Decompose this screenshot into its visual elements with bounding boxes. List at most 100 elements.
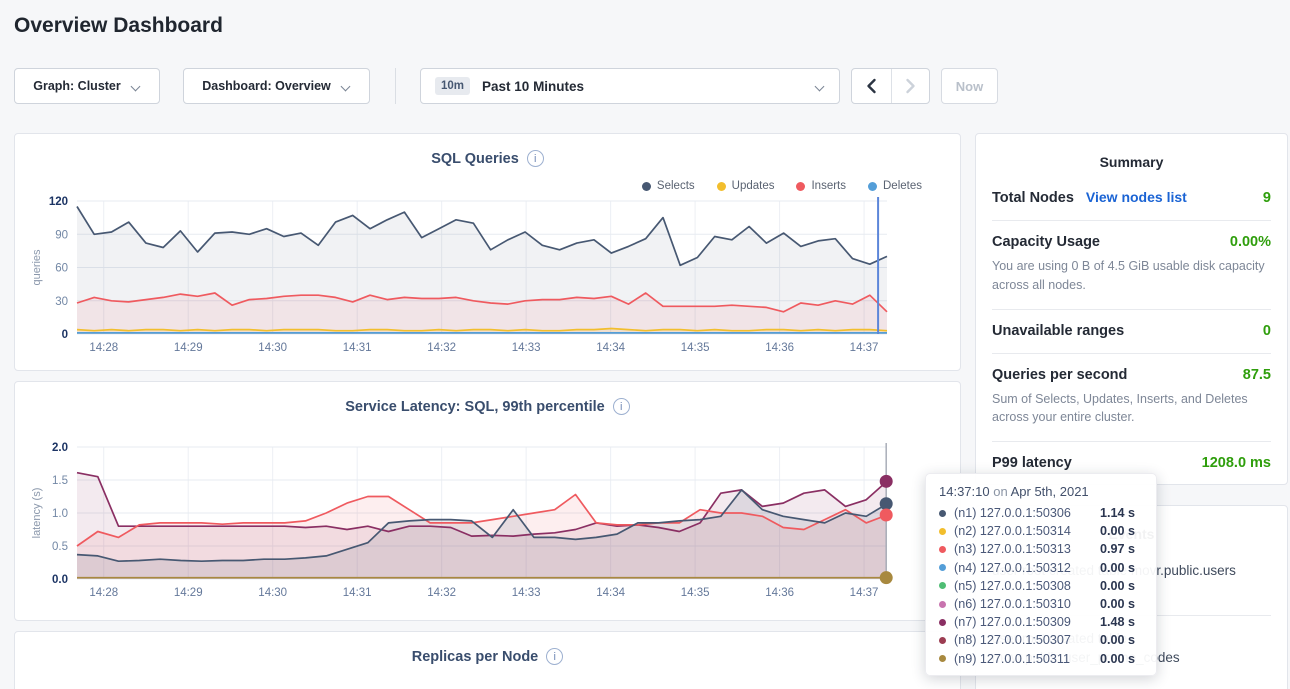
summary-row-qps: Queries per second 87.5 Sum of Selects, … — [992, 354, 1271, 443]
svg-text:30: 30 — [55, 296, 68, 308]
svg-text:1.5: 1.5 — [52, 475, 68, 487]
time-range-dropdown[interactable]: 10m Past 10 Minutes — [420, 68, 840, 104]
service-latency-title-row: Service Latency: SQL, 99th percentile i — [15, 382, 960, 415]
svg-text:0.5: 0.5 — [52, 541, 68, 553]
time-range-badge: 10m — [435, 77, 470, 95]
graph-select-label: Graph: Cluster — [33, 79, 121, 93]
node-dot-icon — [939, 528, 946, 535]
svg-text:14:34: 14:34 — [596, 587, 625, 599]
node-dot-icon — [939, 582, 946, 589]
time-nav-group — [851, 68, 930, 104]
tooltip-row: (n3) 127.0.0.1:503130.97 s — [939, 540, 1143, 558]
svg-text:queries: queries — [31, 249, 43, 286]
page-title: Overview Dashboard — [14, 14, 223, 38]
qps-desc: Sum of Selects, Updates, Inserts, and De… — [992, 390, 1271, 428]
tooltip-rows: (n1) 127.0.0.1:503061.14 s(n2) 127.0.0.1… — [939, 504, 1143, 668]
tooltip-row: (n7) 127.0.0.1:503091.48 s — [939, 613, 1143, 631]
chevron-left-icon — [866, 78, 877, 94]
p99-latency-label: P99 latency — [992, 455, 1072, 471]
now-button[interactable]: Now — [941, 68, 998, 104]
svg-text:1.0: 1.0 — [52, 508, 68, 520]
total-nodes-value: 9 — [1263, 190, 1271, 206]
view-nodes-list-link[interactable]: View nodes list — [1086, 189, 1187, 205]
tooltip-row: (n4) 127.0.0.1:503120.00 s — [939, 559, 1143, 577]
time-prev-button[interactable] — [852, 69, 891, 103]
svg-text:14:32: 14:32 — [427, 342, 456, 354]
unavailable-ranges-label: Unavailable ranges — [992, 323, 1124, 339]
svg-text:14:36: 14:36 — [765, 342, 794, 354]
node-dot-icon — [939, 510, 946, 517]
chevron-down-icon — [131, 81, 141, 91]
info-icon[interactable]: i — [546, 648, 563, 665]
svg-text:14:30: 14:30 — [258, 342, 287, 354]
svg-text:14:31: 14:31 — [343, 587, 372, 599]
summary-panel: Summary Total Nodes View nodes list 9 Ca… — [975, 133, 1288, 485]
replicas-title-row: Replicas per Node i — [15, 632, 960, 665]
svg-text:14:29: 14:29 — [174, 587, 203, 599]
svg-text:0: 0 — [62, 329, 68, 341]
svg-text:14:35: 14:35 — [681, 342, 710, 354]
tooltip-timestamp: 14:37:10 on Apr 5th, 2021 — [939, 484, 1143, 504]
info-icon[interactable]: i — [613, 398, 630, 415]
tooltip-row: (n5) 127.0.0.1:503080.00 s — [939, 577, 1143, 595]
time-next-button[interactable] — [891, 69, 930, 103]
sql-queries-title-row: SQL Queries i — [15, 134, 960, 167]
svg-text:14:37: 14:37 — [850, 587, 879, 599]
sql-queries-chart[interactable]: 14:2814:2914:3014:3114:3214:3314:3414:35… — [27, 188, 947, 360]
overview-dashboard-page: Overview Dashboard Graph: Cluster Dashbo… — [0, 0, 1290, 689]
tooltip-row: (n1) 127.0.0.1:503061.14 s — [939, 504, 1143, 522]
svg-text:14:29: 14:29 — [174, 342, 203, 354]
info-icon[interactable]: i — [527, 150, 544, 167]
summary-heading: Summary — [976, 134, 1287, 176]
svg-text:14:34: 14:34 — [596, 342, 625, 354]
p99-latency-value: 1208.0 ms — [1202, 455, 1271, 471]
svg-text:14:32: 14:32 — [427, 587, 456, 599]
graph-select-dropdown[interactable]: Graph: Cluster — [14, 68, 160, 104]
summary-row-unavailable: Unavailable ranges 0 — [992, 310, 1271, 354]
tooltip-row: (n9) 127.0.0.1:503110.00 s — [939, 650, 1143, 668]
chevron-down-icon — [341, 81, 351, 91]
svg-text:latency (s): latency (s) — [31, 488, 43, 539]
sql-queries-card: SQL Queries i SelectsUpdatesInsertsDelet… — [14, 133, 961, 371]
tooltip-row: (n8) 127.0.0.1:503070.00 s — [939, 631, 1143, 649]
summary-row-capacity: Capacity Usage 0.00% You are using 0 B o… — [992, 221, 1271, 310]
qps-value: 87.5 — [1243, 367, 1271, 383]
node-dot-icon — [939, 619, 946, 626]
time-range-label: Past 10 Minutes — [482, 79, 803, 94]
node-dot-icon — [939, 601, 946, 608]
unavailable-ranges-value: 0 — [1263, 323, 1271, 339]
svg-text:14:37: 14:37 — [850, 342, 879, 354]
replicas-title: Replicas per Node — [412, 649, 539, 665]
node-dot-icon — [939, 655, 946, 662]
chart-hover-tooltip: 14:37:10 on Apr 5th, 2021 (n1) 127.0.0.1… — [925, 473, 1157, 676]
chevron-down-icon — [815, 81, 825, 91]
node-dot-icon — [939, 637, 946, 644]
service-latency-chart[interactable]: 14:28 14:29 14:30 14:31 14:32 14:33 14:34 14:35… — [27, 435, 947, 607]
dashboard-select-label: Dashboard: Overview — [202, 79, 331, 93]
svg-text:90: 90 — [55, 229, 68, 241]
svg-text:14:31: 14:31 — [343, 342, 372, 354]
dashboard-select-dropdown[interactable]: Dashboard: Overview — [183, 68, 370, 104]
node-dot-icon — [939, 564, 946, 571]
sql-queries-title: SQL Queries — [431, 151, 519, 167]
capacity-usage-label: Capacity Usage — [992, 234, 1100, 250]
chevron-right-icon — [905, 78, 916, 94]
svg-text:60: 60 — [55, 263, 68, 275]
tooltip-row: (n6) 127.0.0.1:503100.00 s — [939, 595, 1143, 613]
qps-label: Queries per second — [992, 367, 1127, 383]
svg-text:14:36: 14:36 — [765, 587, 794, 599]
toolbar-divider — [395, 68, 396, 104]
node-dot-icon — [939, 546, 946, 553]
svg-text:2.0: 2.0 — [52, 442, 68, 454]
svg-text:14:28: 14:28 — [89, 587, 118, 599]
capacity-usage-value: 0.00% — [1230, 234, 1271, 250]
svg-text:14:30: 14:30 — [258, 587, 287, 599]
svg-text:0.0: 0.0 — [52, 574, 68, 586]
svg-text:14:33: 14:33 — [512, 587, 541, 599]
svg-text:120: 120 — [49, 196, 68, 208]
total-nodes-label: Total Nodes — [992, 190, 1074, 206]
svg-text:14:35: 14:35 — [681, 587, 710, 599]
service-latency-title: Service Latency: SQL, 99th percentile — [345, 399, 605, 415]
svg-text:14:33: 14:33 — [512, 342, 541, 354]
tooltip-row: (n2) 127.0.0.1:503140.00 s — [939, 522, 1143, 540]
